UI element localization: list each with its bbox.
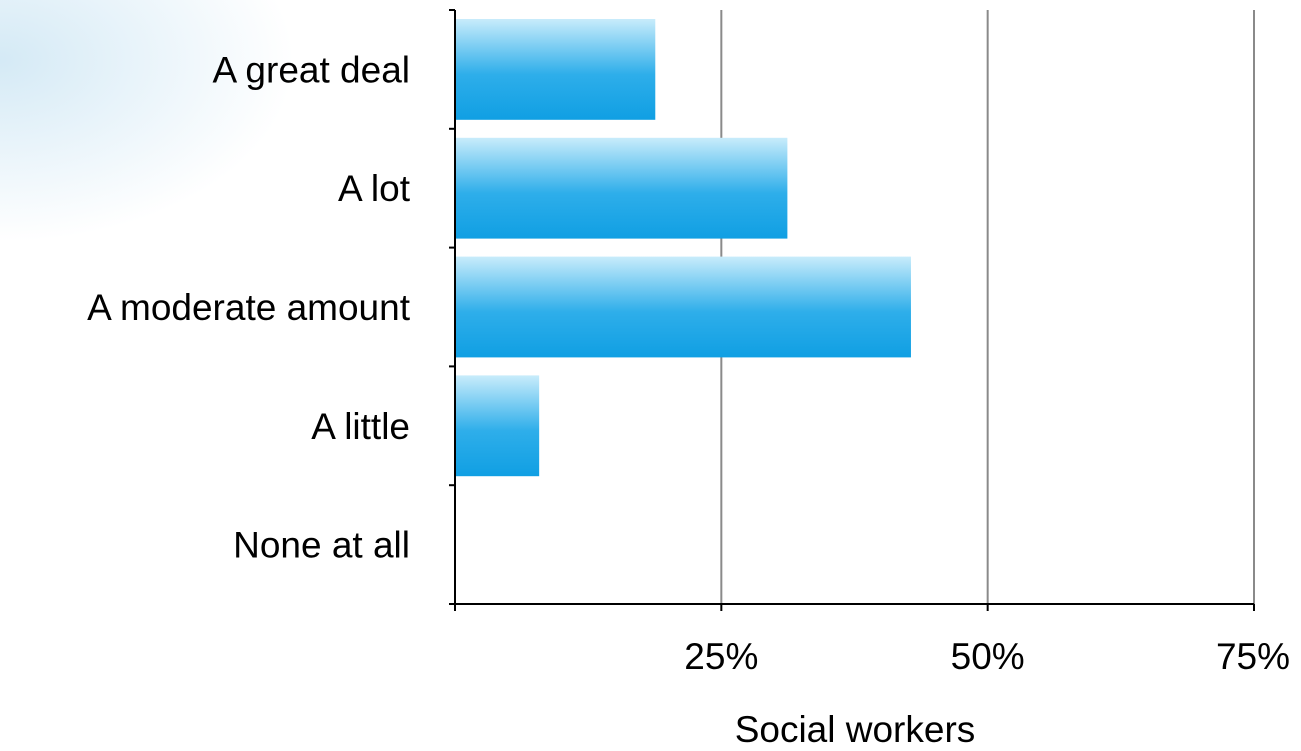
y-tick-label-2: A moderate amount (87, 287, 411, 328)
x-tick-label-3: 75% (1216, 636, 1290, 677)
y-tick-label-3: A little (311, 406, 410, 447)
bars (455, 19, 911, 477)
axes (449, 9, 1255, 611)
labels: A great deal A lot A moderate amount A litt… (87, 49, 1290, 677)
y-tick-label-1: A lot (338, 168, 411, 209)
y-tick-label-0: A great deal (213, 49, 410, 90)
bar-1 (455, 137, 788, 239)
x-tick-label-1: 25% (684, 636, 758, 677)
bar-3 (455, 375, 540, 477)
bar-0 (455, 19, 656, 120)
x-axis-title: Social workers (735, 709, 976, 750)
y-tick-label-4: None at all (233, 525, 410, 566)
bar-2 (455, 256, 911, 358)
x-tick-label-2: 50% (951, 636, 1025, 677)
